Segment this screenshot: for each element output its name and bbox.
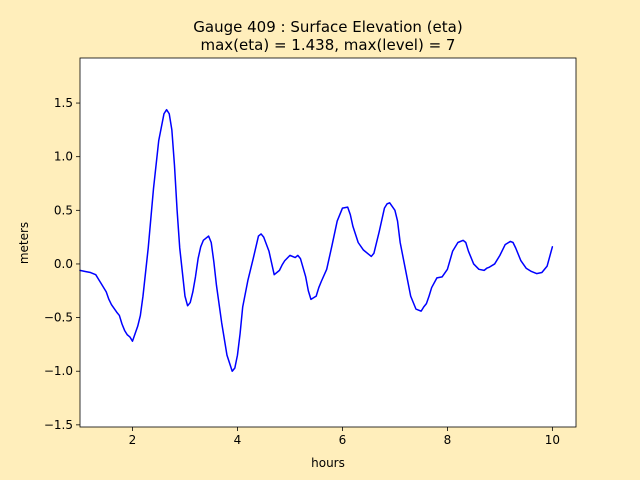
y-tick-label: −1.0 <box>44 364 73 378</box>
eta-series-line <box>79 108 554 372</box>
y-tick-label: 1.5 <box>54 96 73 110</box>
y-tick-label: 1.0 <box>54 150 73 164</box>
x-tick-label: 10 <box>545 433 560 447</box>
y-tick-label: 0.0 <box>54 257 73 271</box>
x-tick-label: 8 <box>444 433 452 447</box>
x-axis-label: hours <box>311 456 345 470</box>
x-tick-label: 4 <box>234 433 242 447</box>
x-tick-label: 2 <box>129 433 137 447</box>
y-tick-label: −0.5 <box>44 311 73 325</box>
x-axis-ticks: 2 4 6 8 10 <box>129 427 560 447</box>
y-tick-label: −1.5 <box>44 418 73 432</box>
plot-frame <box>79 57 577 428</box>
y-tick-label: 0.5 <box>54 203 73 217</box>
chart-title: Gauge 409 : Surface Elevation (eta) <box>193 18 462 36</box>
x-tick-label: 6 <box>339 433 347 447</box>
series-layer <box>79 108 554 372</box>
y-axis-label: meters <box>17 222 31 264</box>
y-axis-ticks: −1.5 −1.0 −0.5 0.0 0.5 1.0 1.5 <box>44 96 80 432</box>
plot-area <box>80 58 576 427</box>
chart-subtitle: max(eta) = 1.438, max(level) = 7 <box>201 36 456 54</box>
